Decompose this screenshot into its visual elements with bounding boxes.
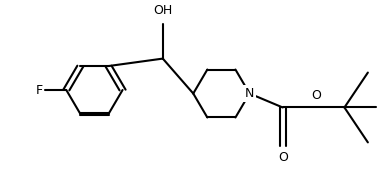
Text: F: F [36,83,43,96]
Text: N: N [245,87,254,100]
Text: O: O [278,151,288,164]
Text: O: O [311,89,321,102]
Text: OH: OH [153,4,172,17]
